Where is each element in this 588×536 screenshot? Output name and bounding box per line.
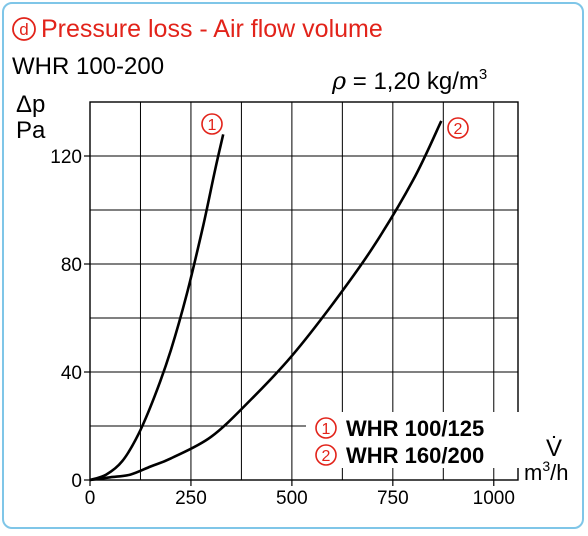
x-axis-unit-tail: /h	[550, 460, 568, 485]
y-tick-label: 80	[61, 255, 82, 276]
legend-entry-1-marker-label: 1	[322, 421, 331, 438]
legend-background	[306, 412, 520, 468]
y-tick-label: 0	[71, 471, 82, 492]
curve-1-marker-label: 1	[208, 117, 217, 134]
legend-entry-2: 2 WHR 160/200	[315, 443, 484, 468]
chart-title: Pressure loss - Air flow volume	[41, 15, 383, 43]
y-axis-symbol: Δp	[16, 91, 45, 118]
curve-2-marker-label: 2	[454, 121, 463, 138]
density-label: ρ = 1,20 kg/m3	[331, 66, 487, 95]
plot-border	[89, 101, 519, 481]
chart-frame: d Pressure loss - Air flow volume WHR 10…	[2, 2, 584, 529]
curves	[89, 120, 443, 482]
x-axis-unit-base: m	[524, 460, 542, 485]
legend: 1 WHR 100/125 2 WHR 160/200	[306, 412, 520, 468]
y-axis-unit: Pa	[16, 117, 46, 144]
x-tick-label: 250	[175, 488, 207, 509]
x-axis-symbol: V̇	[546, 434, 562, 462]
y-tick-label: 120	[50, 147, 82, 168]
legend-entry-2-marker-label: 2	[322, 448, 331, 465]
curve-1-marker: 1	[201, 113, 223, 135]
curve-series-1	[89, 134, 225, 482]
title-badge-circle	[12, 17, 36, 41]
x-tick-label: 750	[377, 488, 409, 509]
legend-entry-2-marker-circle	[315, 444, 337, 466]
density-exponent: 3	[479, 66, 487, 83]
curve-1-marker-circle	[201, 113, 223, 135]
legend-entry-1-marker-circle	[315, 417, 337, 439]
density-symbol: ρ	[331, 67, 346, 95]
curve-series-2	[89, 120, 443, 482]
curve-2-marker: 2	[447, 117, 469, 139]
legend-entry-1-label: WHR 100/125	[346, 416, 484, 441]
x-tick-label: 500	[276, 488, 308, 509]
x-tick-label: 1000	[473, 488, 515, 509]
grid	[90, 102, 518, 480]
pressure-loss-chart: d Pressure loss - Air flow volume WHR 10…	[12, 15, 568, 509]
legend-entry-1: 1 WHR 100/125	[315, 416, 484, 441]
tick-labels: 0 250 500 750 1000 0 40 80 120	[50, 147, 515, 509]
x-axis-unit-exponent: 3	[542, 458, 550, 474]
legend-entry-2-label: WHR 160/200	[346, 443, 484, 468]
curve-2-marker-circle	[447, 117, 469, 139]
chart-subtitle: WHR 100-200	[12, 53, 164, 80]
x-tick-label: 0	[85, 488, 96, 509]
density-equation: = 1,20 kg/m	[346, 68, 479, 95]
y-tick-label: 40	[61, 363, 82, 384]
x-axis-unit: m3/h	[524, 458, 568, 485]
title-badge-letter: d	[19, 20, 28, 39]
